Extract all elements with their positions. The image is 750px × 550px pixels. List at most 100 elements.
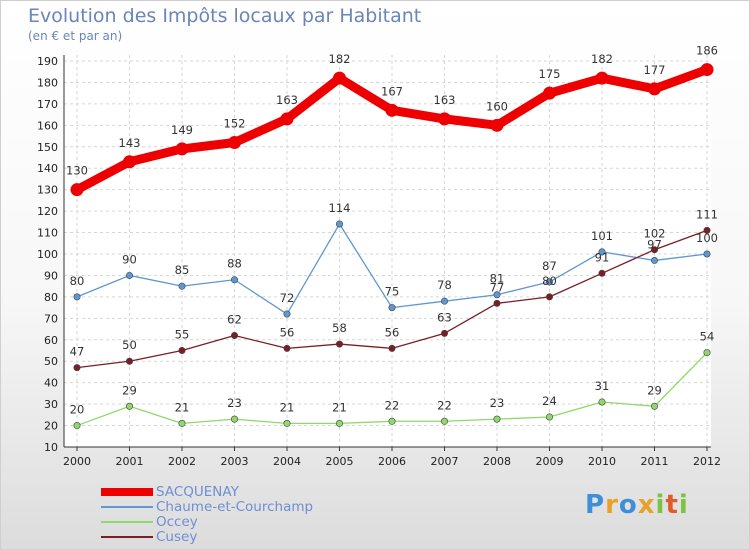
- data-label: 23: [490, 396, 505, 410]
- y-tick-label: 10: [44, 441, 58, 454]
- y-tick-label: 140: [37, 162, 58, 175]
- data-label: 91: [595, 250, 610, 264]
- data-point: [490, 118, 504, 132]
- legend-label: Chaume-et-Courchamp: [156, 499, 314, 515]
- data-label: 75: [385, 285, 400, 299]
- data-point: [543, 86, 556, 100]
- data-label: 56: [385, 325, 400, 339]
- data-label: 55: [175, 328, 190, 342]
- data-point: [283, 419, 291, 427]
- data-label: 62: [227, 312, 242, 326]
- legend-swatch: [101, 488, 153, 496]
- x-tick-label: 2005: [326, 455, 354, 468]
- y-tick-label: 150: [37, 141, 58, 154]
- y-tick-label: 160: [37, 119, 58, 132]
- data-point: [70, 183, 84, 197]
- data-label: 80: [70, 274, 85, 288]
- logo-letter: x: [637, 490, 656, 520]
- legend-label: SACQUENAY: [156, 484, 239, 500]
- data-point: [440, 329, 448, 337]
- chart-title: Evolution des Impôts locaux par Habitant: [28, 5, 422, 27]
- data-label: 152: [224, 116, 246, 130]
- data-label: 182: [329, 52, 351, 66]
- data-label: 167: [381, 84, 403, 98]
- x-tick-label: 2000: [63, 455, 91, 468]
- data-point: [595, 71, 609, 85]
- y-tick-label: 80: [44, 291, 58, 304]
- data-label: 58: [332, 321, 347, 335]
- data-point: [598, 398, 606, 406]
- y-tick-label: 30: [44, 398, 58, 411]
- x-tick-label: 2003: [221, 455, 249, 468]
- data-point: [335, 419, 343, 427]
- data-label: 101: [591, 229, 613, 243]
- data-label: 177: [644, 63, 666, 77]
- legend-label: Cusey: [156, 529, 198, 545]
- x-tick-label: 2010: [588, 455, 616, 468]
- data-point: [388, 417, 396, 425]
- x-tick-label: 2006: [378, 455, 406, 468]
- data-label: 54: [700, 330, 715, 344]
- x-tick-label: 2008: [483, 455, 511, 468]
- data-point: [283, 310, 291, 318]
- logo-letter: o: [618, 490, 638, 520]
- data-point: [126, 357, 134, 365]
- y-tick-label: 170: [37, 98, 58, 111]
- data-point: [438, 112, 451, 126]
- data-point: [598, 248, 606, 256]
- data-point: [126, 271, 134, 279]
- data-point: [333, 71, 346, 85]
- data-point: [440, 417, 448, 425]
- data-point: [335, 220, 343, 228]
- y-tick-label: 120: [37, 205, 58, 218]
- y-tick-label: 40: [44, 377, 58, 390]
- data-label: 21: [280, 400, 295, 414]
- legend-swatch: [101, 521, 153, 523]
- logo-letter: P: [585, 490, 606, 520]
- data-point: [648, 82, 661, 96]
- data-label: 80: [542, 274, 557, 288]
- data-label: 149: [171, 123, 193, 137]
- data-label: 22: [385, 398, 400, 412]
- data-label: 78: [437, 278, 452, 292]
- y-tick-label: 110: [37, 227, 58, 240]
- data-point: [228, 135, 241, 149]
- y-tick-label: 130: [37, 184, 58, 197]
- data-label: 31: [595, 379, 610, 393]
- data-label: 21: [332, 400, 347, 414]
- data-label: 24: [542, 394, 557, 408]
- logo-letter: i: [678, 490, 689, 520]
- data-point: [700, 63, 714, 77]
- data-label: 47: [70, 345, 85, 359]
- x-tick-label: 2001: [116, 455, 144, 468]
- data-point: [388, 304, 396, 312]
- data-point: [493, 415, 501, 423]
- data-point: [280, 112, 294, 126]
- data-label: 90: [122, 252, 137, 266]
- data-point: [73, 364, 81, 372]
- data-point: [385, 103, 399, 117]
- data-point: [545, 278, 553, 286]
- y-tick-label: 50: [44, 355, 58, 368]
- data-point: [703, 349, 711, 357]
- data-label: 130: [66, 164, 88, 178]
- data-point: [178, 419, 186, 427]
- data-label: 182: [591, 52, 613, 66]
- logo-letter: i: [655, 490, 666, 520]
- data-point: [703, 250, 711, 258]
- data-label: 186: [696, 44, 718, 58]
- data-label: 63: [437, 310, 452, 324]
- data-label: 56: [280, 325, 295, 339]
- data-point: [440, 297, 448, 305]
- data-point: [703, 226, 711, 234]
- y-tick-label: 190: [37, 55, 58, 68]
- data-label: 163: [276, 93, 298, 107]
- data-label: 143: [119, 136, 141, 150]
- y-tick-label: 90: [44, 269, 58, 282]
- data-label: 23: [227, 396, 242, 410]
- x-tick-label: 2004: [273, 455, 301, 468]
- data-point: [388, 344, 396, 352]
- data-label: 21: [175, 400, 190, 414]
- data-label: 72: [280, 291, 295, 305]
